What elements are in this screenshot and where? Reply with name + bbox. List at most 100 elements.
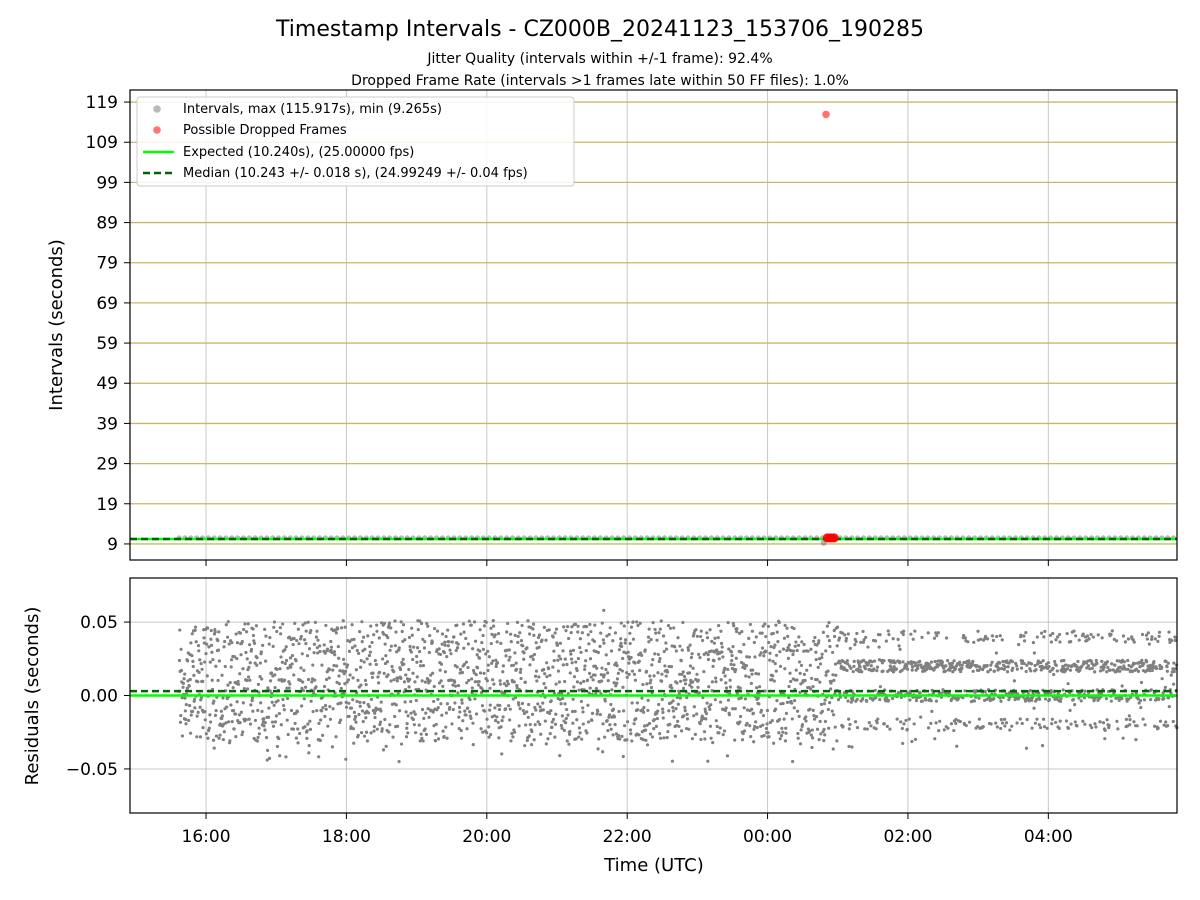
residual-point (394, 630, 398, 634)
residual-point (410, 633, 414, 637)
residual-point (537, 675, 541, 679)
residual-point (540, 638, 544, 642)
residual-point (925, 665, 930, 669)
residual-point (520, 623, 524, 628)
residual-point (355, 699, 359, 704)
residual-point (911, 637, 915, 641)
residual-point (289, 665, 293, 669)
residual-point (875, 665, 880, 669)
residual-point (429, 673, 433, 677)
residual-point (844, 639, 848, 643)
residual-point (700, 638, 705, 643)
residual-point (1062, 658, 1066, 663)
residual-point (530, 712, 535, 716)
residual-point (782, 717, 786, 721)
residual-point (272, 620, 277, 624)
residual-point (384, 744, 388, 748)
residual-point (660, 672, 664, 676)
residual-point (299, 666, 303, 670)
residual-point (674, 649, 678, 653)
residual-point (1043, 697, 1048, 701)
residual-point (905, 727, 909, 732)
residual-point (1098, 669, 1103, 673)
residual-point (255, 739, 260, 743)
residual-point (306, 677, 311, 682)
y-tick-label: 109 (86, 133, 118, 153)
residual-point (782, 636, 787, 640)
residual-point (679, 729, 684, 733)
residual-point (467, 619, 471, 623)
residual-point (190, 653, 194, 658)
residual-point (504, 707, 508, 711)
residual-point (1025, 717, 1029, 722)
residual-point (1145, 637, 1149, 641)
residual-point (264, 659, 268, 663)
residual-point (308, 727, 313, 731)
residual-point (508, 707, 512, 711)
residual-point (661, 710, 665, 715)
residual-point (507, 704, 511, 708)
residual-point (1103, 737, 1107, 741)
residual-point (1163, 685, 1167, 689)
residual-point (821, 630, 826, 634)
residual-point (488, 703, 492, 707)
residual-point (263, 627, 267, 632)
residual-point (934, 631, 938, 635)
residual-point (815, 727, 820, 731)
residual-point (1035, 635, 1039, 639)
residual-point (561, 649, 565, 653)
residual-point (720, 650, 724, 654)
residual-point (570, 661, 574, 665)
residual-point (912, 722, 916, 726)
residual-point (444, 725, 448, 729)
residual-point (808, 729, 812, 733)
residual-point (625, 738, 629, 742)
residual-point (812, 717, 817, 721)
y-tick-label: 0.05 (80, 613, 118, 633)
residual-point (1133, 661, 1137, 666)
residual-point (543, 672, 547, 676)
residual-point (676, 702, 680, 706)
residual-point (1100, 636, 1104, 640)
residual-point (342, 662, 347, 666)
residual-point (489, 733, 493, 737)
residual-point (326, 724, 330, 728)
residual-point (955, 744, 959, 748)
residual-point (1056, 635, 1060, 639)
residual-point (845, 659, 849, 663)
residual-point (896, 690, 901, 695)
residual-point (623, 641, 627, 645)
residual-point (669, 701, 673, 705)
residual-point (481, 730, 485, 734)
residual-point (619, 621, 623, 625)
x-tick-label: 22:00 (603, 827, 652, 847)
residual-point (861, 640, 865, 644)
residual-point (983, 634, 988, 638)
residual-point (404, 735, 409, 739)
residual-point (814, 715, 819, 719)
residual-point (575, 680, 580, 684)
residual-point (644, 738, 648, 742)
residual-point (929, 721, 933, 725)
residual-point (642, 710, 646, 714)
residual-point (427, 715, 431, 719)
residual-point (245, 678, 249, 683)
residual-point (657, 659, 661, 664)
residual-point (296, 727, 300, 731)
residual-point (498, 679, 502, 683)
residual-point (611, 639, 615, 643)
residual-point (630, 669, 635, 673)
residual-point (614, 661, 618, 665)
residual-point (519, 676, 523, 681)
residual-point (323, 703, 328, 708)
residual-point (407, 635, 412, 640)
residual-point (656, 652, 660, 657)
residual-point (768, 658, 772, 662)
residual-point (898, 647, 902, 652)
residual-point (234, 632, 238, 636)
residual-point (1146, 631, 1150, 635)
residual-point (1162, 697, 1166, 701)
residual-point (409, 699, 413, 704)
residual-point (719, 641, 724, 645)
residual-point (954, 717, 958, 722)
